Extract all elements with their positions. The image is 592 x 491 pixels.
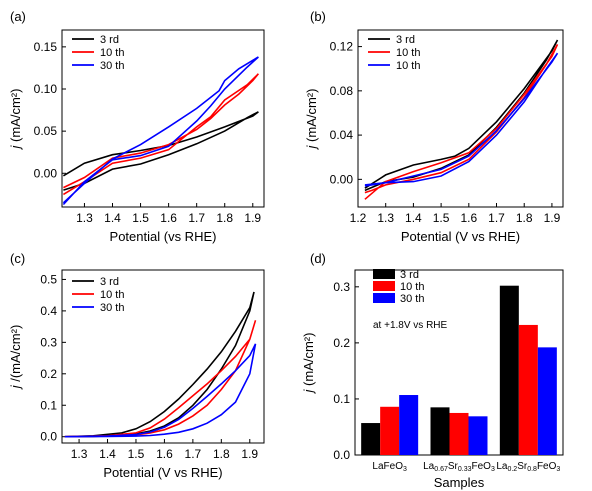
panel-3-series-line	[64, 291, 255, 438]
panel-4-ytick-label: 0.0	[333, 448, 350, 462]
panel-4-legend-label: 30 th	[400, 293, 424, 305]
panel-2-label: (b)	[310, 9, 326, 24]
panel-3-ytick-label: 0.2	[40, 367, 57, 381]
panel-3-ytick-label: 0.5	[40, 272, 57, 286]
panel-1-ylabel: j (mA/cm²)	[8, 89, 23, 151]
panel-4-legend-label: 10 th	[400, 281, 424, 293]
panel-3-xtick-label: 1.7	[185, 447, 202, 461]
panel-1-series-line	[62, 56, 259, 206]
panel-3-xtick-label: 1.3	[71, 447, 88, 461]
panel-4-category-label: LaFeO3	[372, 461, 407, 473]
panel-1-ytick-label: 0.00	[34, 166, 58, 180]
panel-3-xtick-label: 1.8	[213, 447, 230, 461]
panel-1-legend-label: 30 th	[100, 60, 124, 72]
panel-4-bar	[499, 285, 519, 455]
panel-1-xtick-label: 1.3	[76, 211, 93, 225]
panel-4-bar	[380, 406, 400, 455]
panel-2-xtick-label: 1.3	[377, 211, 394, 225]
panel-4-bar	[399, 395, 419, 455]
panel-1-xtick-label: 1.7	[188, 211, 205, 225]
panel-3-series-line	[64, 320, 257, 438]
panel-1-xtick-label: 1.5	[132, 211, 149, 225]
panel-4-legend-label: 3 rd	[400, 269, 419, 281]
panel-2-xtick-label: 1.7	[488, 211, 505, 225]
panel-4-bar	[449, 412, 469, 455]
panel-2-xtick-label: 1.6	[460, 211, 477, 225]
panel-4-bar	[430, 407, 450, 455]
panel-4-bar	[518, 324, 538, 455]
panel-1-legend-label: 10 th	[100, 47, 124, 59]
panel-1-legend-label: 3 rd	[100, 34, 119, 46]
panel-4-ytick-label: 0.1	[333, 392, 350, 406]
panel-1-series-line	[62, 111, 259, 191]
panel-3-ytick-label: 0.4	[40, 304, 57, 318]
panel-1-xlabel: Potential (vs RHE)	[110, 229, 217, 244]
panel-4-bar	[537, 347, 557, 455]
panel-3-legend-label: 30 th	[100, 302, 124, 314]
panel-3-label: (c)	[10, 251, 25, 266]
panel-2-xlabel: Potential (V vs RHE)	[401, 229, 520, 244]
panel-3-ylabel: j /(mA/cm²)	[8, 325, 23, 391]
panel-2-ylabel: j (mA/cm²)	[304, 89, 319, 151]
panel-1-series-line	[62, 73, 260, 196]
panel-4-ytick-label: 0.2	[333, 336, 350, 350]
panel-2-series-line	[364, 44, 559, 200]
panel-2-ytick-label: 0.04	[330, 128, 354, 142]
panel-3-xtick-label: 1.5	[128, 447, 145, 461]
panel-2-legend-label: 10 th	[396, 47, 420, 59]
panel-4-annotation: at +1.8V vs RHE	[373, 320, 448, 331]
panel-1-xtick-label: 1.4	[104, 211, 121, 225]
panel-4-xlabel: Samples	[434, 475, 485, 490]
panel-4-category-label: La0.2Sr0.8FeO3	[496, 461, 560, 473]
panel-1-ytick-label: 0.10	[34, 82, 58, 96]
panel-2-series-line	[364, 39, 559, 192]
panel-3-xtick-label: 1.4	[99, 447, 116, 461]
panel-1-xtick-label: 1.9	[244, 211, 261, 225]
panel-3-xtick-label: 1.9	[241, 447, 258, 461]
panel-3-legend-label: 10 th	[100, 289, 124, 301]
panel-2-xtick-label: 1.5	[433, 211, 450, 225]
panel-1-xtick-label: 1.8	[216, 211, 233, 225]
panel-1-ytick-label: 0.15	[34, 40, 58, 54]
panel-4-category-label: La0.67Sr0.33FeO3	[423, 461, 495, 473]
panel-3-series-line	[64, 343, 257, 438]
panel-2-xtick-label: 1.2	[350, 211, 367, 225]
panel-3: (c) 0.0 0.1 0.2 0.3 0.4 0.5 j /(mA/cm²) Potentia…	[8, 251, 265, 480]
panel-4-ylabel: j (mA/cm²)	[301, 333, 316, 395]
panel-4-legend-swatch	[373, 269, 395, 279]
panel-2: (b) 0.00 0.04 0.08 0.12 j (mA/cm²) Potential (…	[304, 9, 564, 244]
panel-3-legend-label: 3 rd	[100, 276, 119, 288]
panel-2-ytick-label: 0.08	[330, 84, 354, 98]
panel-3-ytick-label: 0.1	[40, 398, 57, 412]
panel-2-legend-label: 10 th	[396, 60, 420, 72]
panel-2-legend-label: 3 rd	[396, 34, 415, 46]
panel-4-legend-swatch	[373, 293, 395, 303]
panel-2-xtick-label: 1.8	[516, 211, 533, 225]
panel-3-ytick-label: 0.0	[40, 430, 57, 444]
panel-2-ytick-label: 0.00	[330, 172, 354, 186]
panel-1-label: (a)	[10, 9, 26, 24]
panel-4-bar	[468, 416, 488, 455]
panel-2-xtick-label: 1.4	[405, 211, 422, 225]
panel-4: (d) 0.0 0.1 0.2 0.3 j (mA/cm²) Samples LaFeO3 La…	[301, 251, 564, 490]
panel-1: (a) 0.00 0.05 0.10 0.15 j (mA/cm²) Potential (…	[8, 9, 265, 244]
panel-1-ytick-label: 0.05	[34, 124, 58, 138]
panel-4-bar	[361, 423, 381, 455]
panel-3-xtick-label: 1.6	[156, 447, 173, 461]
panel-4-ytick-label: 0.3	[333, 280, 350, 294]
panel-4-legend-swatch	[373, 281, 395, 291]
panel-4-label: (d)	[310, 251, 326, 266]
panel-2-xtick-label: 1.9	[544, 211, 561, 225]
panel-3-frame	[61, 269, 265, 444]
panel-2-ytick-label: 0.12	[330, 40, 354, 54]
panel-1-frame	[61, 29, 265, 208]
panel-1-xtick-label: 1.6	[160, 211, 177, 225]
panel-2-frame	[357, 29, 564, 208]
panel-3-xlabel: Potential (V vs RHE)	[103, 465, 222, 480]
panel-3-ytick-label: 0.3	[40, 335, 57, 349]
panel-2-series-line	[364, 52, 559, 187]
